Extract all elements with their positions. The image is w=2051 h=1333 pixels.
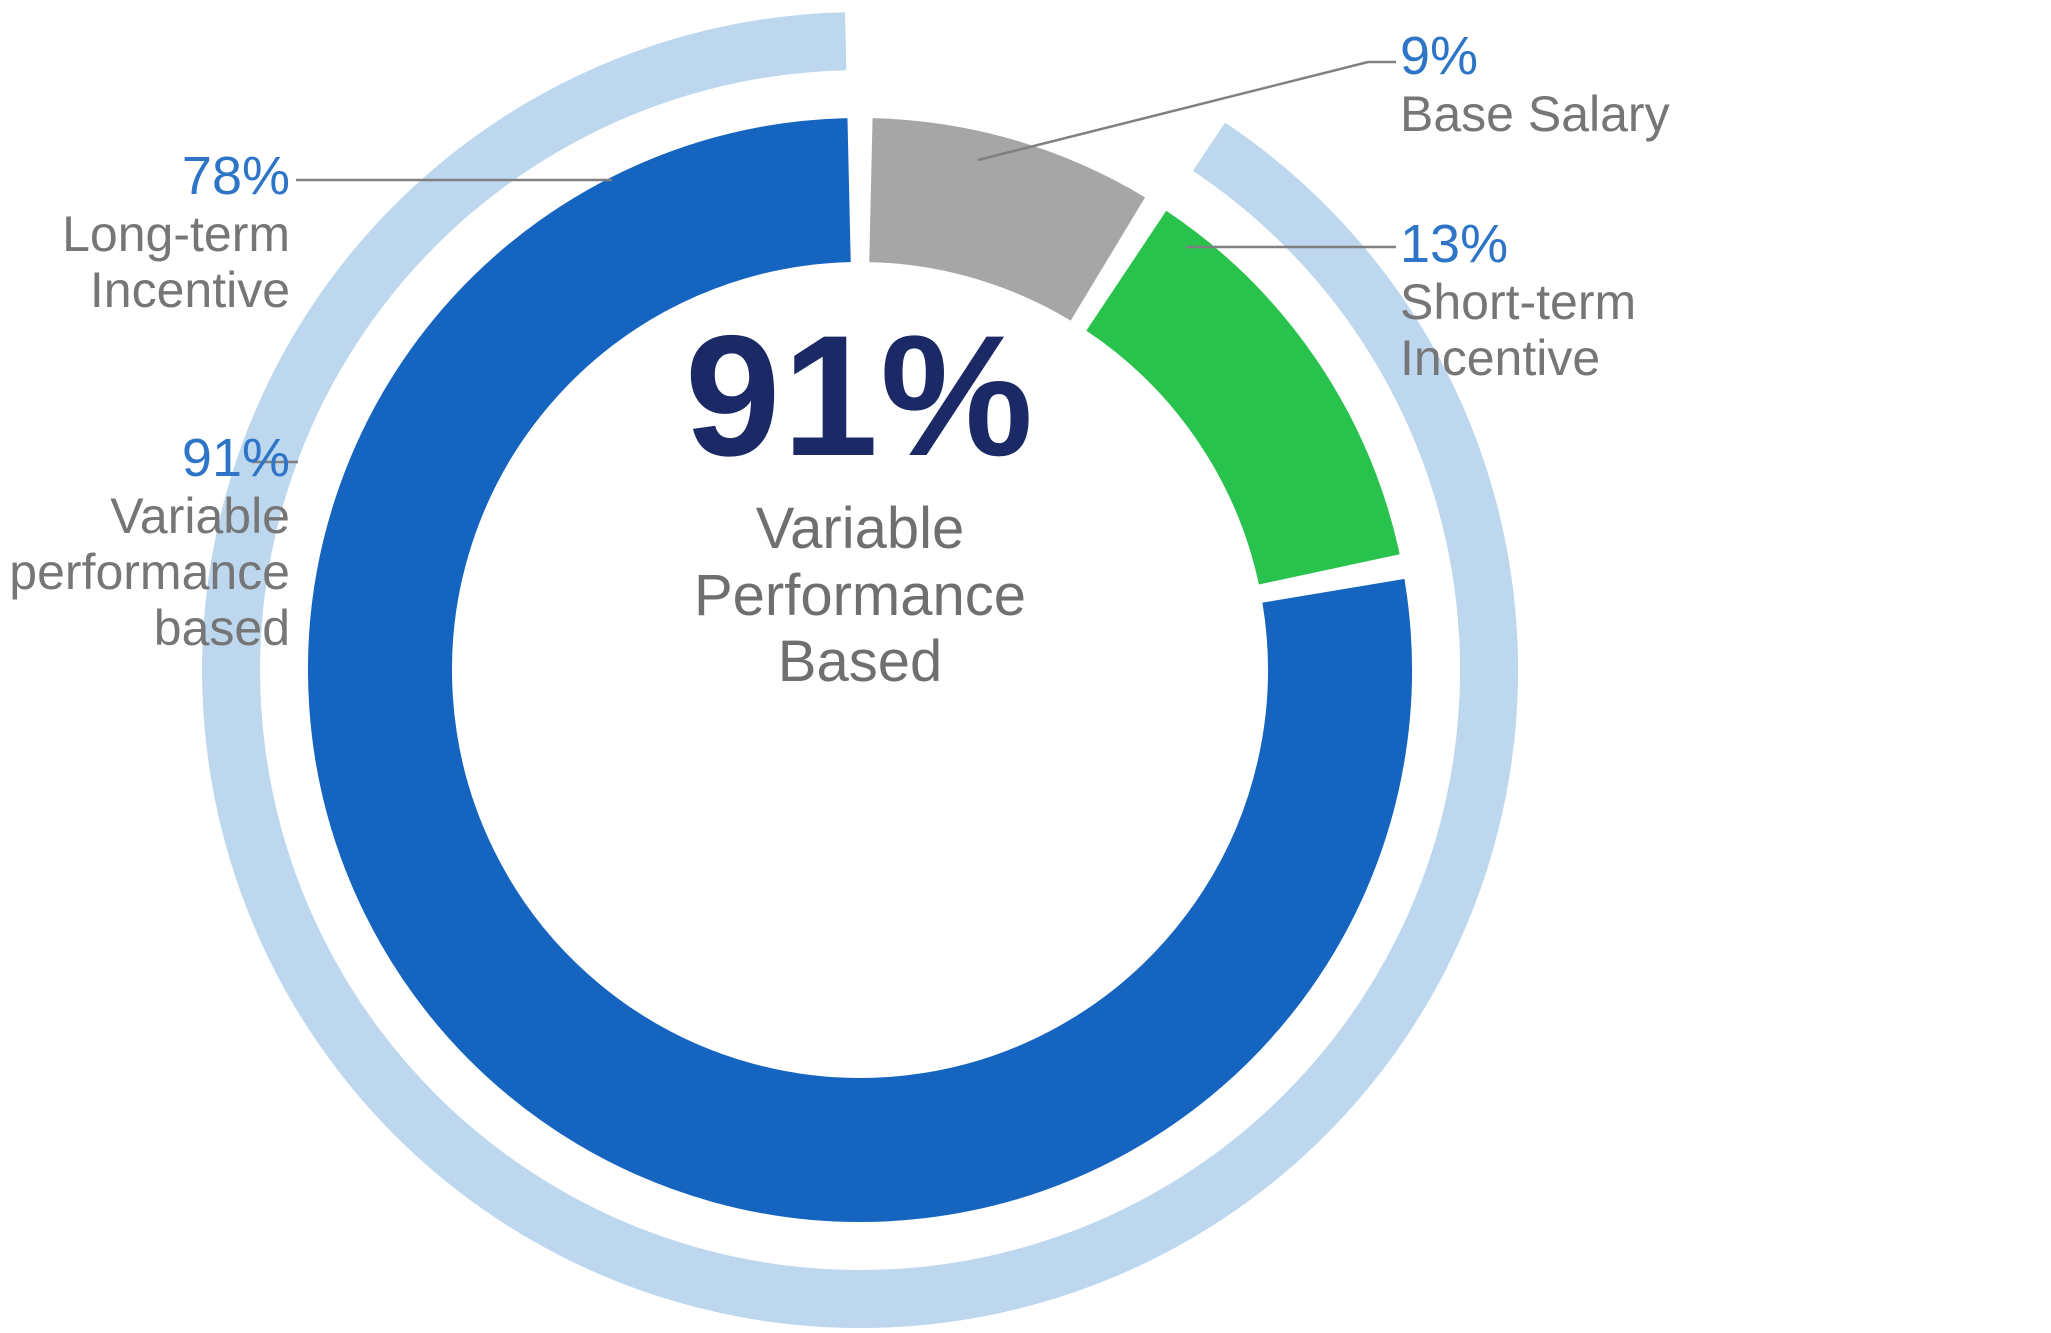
segment-base-salary bbox=[868, 118, 1146, 322]
segment-short-term-incentive bbox=[1085, 210, 1400, 586]
center-label-line-3: Based bbox=[777, 629, 943, 695]
long-term-pct: 78% bbox=[181, 146, 290, 206]
callout-short-term-incentive: 13% Short-term Incentive bbox=[1400, 214, 1636, 386]
short-term-label-line-2: Incentive bbox=[1400, 330, 1601, 387]
short-term-pct: 13% bbox=[1400, 214, 1509, 274]
donut-center-label: 91% Variable Performance Based bbox=[440, 310, 1280, 696]
donut-arcs bbox=[202, 12, 1519, 1329]
callout-long-term-incentive: 78% Long-term Incentive bbox=[0, 146, 290, 318]
variable-label-line-1: Variable bbox=[110, 488, 290, 545]
base-salary-pct: 9% bbox=[1400, 26, 1479, 86]
base-salary-label: Base Salary bbox=[1400, 86, 1670, 143]
leader-lines bbox=[252, 60, 1396, 464]
short-term-label-line-1: Short-term bbox=[1400, 274, 1637, 331]
center-value-pct: 91% bbox=[684, 300, 1036, 492]
segment-long-term-incentive bbox=[307, 118, 1412, 1222]
outer-ring-variable-performance bbox=[202, 12, 1519, 1329]
center-label-line-1: Variable bbox=[755, 496, 965, 561]
long-term-label-line-1: Long-term bbox=[62, 206, 290, 263]
long-term-label-line-2: Incentive bbox=[89, 262, 290, 319]
callout-base-salary: 9% Base Salary bbox=[1400, 26, 1670, 142]
variable-pct: 91% bbox=[181, 428, 290, 488]
variable-label-line-3: based bbox=[153, 600, 290, 657]
leader-line-base-salary bbox=[977, 60, 1396, 162]
callout-variable-performance: 91% Variable performance based bbox=[0, 428, 290, 656]
center-label-line-2: Performance bbox=[693, 562, 1027, 628]
variable-label-line-2: performance bbox=[9, 544, 290, 601]
